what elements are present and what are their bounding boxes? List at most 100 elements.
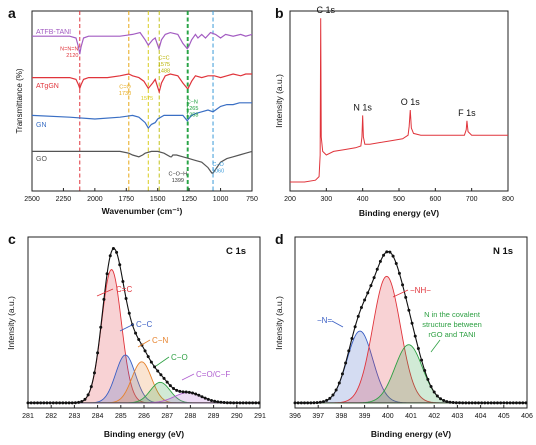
c-data-point-171 bbox=[206, 397, 210, 401]
b-peak-label-c-1s: C 1s bbox=[316, 5, 335, 15]
d-data-point-159 bbox=[461, 401, 465, 405]
d-xtick-label-0: 396 bbox=[289, 413, 301, 420]
a-annotation-1-0: C=O bbox=[119, 84, 131, 90]
d-data-point-33 bbox=[328, 396, 332, 400]
leader-covalent bbox=[430, 339, 441, 353]
c-data-point-123 bbox=[156, 369, 160, 373]
c-data-point-69 bbox=[99, 325, 103, 329]
peak-label-c-n: C−N bbox=[152, 336, 168, 345]
c-data-point-105 bbox=[137, 338, 141, 341]
d-data-point-171 bbox=[473, 401, 477, 405]
c-xtick-label-2: 283 bbox=[69, 413, 81, 420]
c-data-point-57 bbox=[86, 393, 90, 397]
c-data-point-39 bbox=[67, 401, 71, 405]
c-data-point-51 bbox=[80, 399, 84, 403]
panel-letter-c: c bbox=[8, 231, 16, 247]
c-data-point-201 bbox=[238, 401, 242, 405]
c-data-point-9 bbox=[35, 401, 39, 405]
c-data-point-15 bbox=[42, 401, 46, 405]
d-data-point-6 bbox=[299, 401, 303, 405]
d-data-point-165 bbox=[467, 401, 471, 405]
c-data-point-54 bbox=[83, 397, 87, 401]
d-data-point-129 bbox=[429, 385, 433, 389]
series-label-atfb-tani: ATFB-TANI bbox=[36, 29, 71, 36]
leader-n-eq bbox=[331, 320, 344, 328]
c-data-point-84 bbox=[115, 250, 119, 254]
d-data-point-153 bbox=[454, 401, 458, 405]
d-xtick-label-5: 401 bbox=[405, 413, 417, 420]
c-data-point-30 bbox=[58, 401, 62, 405]
peak-label-c=o-c-f: C=O/C−F bbox=[196, 370, 230, 379]
panel-a-ylabel: Transmittance (%) bbox=[15, 68, 24, 133]
panel-b-xps-survey: 200 300 400 500 600 700 800 C 1s N 1s O 1s F 1s I… bbox=[274, 5, 514, 218]
c-data-point-168 bbox=[203, 396, 207, 400]
d-data-point-135 bbox=[435, 394, 439, 398]
c-xtick-label-1: 282 bbox=[45, 413, 57, 420]
c-xtick-label-6: 287 bbox=[161, 413, 173, 420]
panel-d-xlabel: Binding energy (eV) bbox=[371, 429, 451, 439]
c-xtick-label-4: 285 bbox=[115, 413, 127, 420]
d-data-point-36 bbox=[331, 393, 335, 397]
c-peak-c-n bbox=[28, 361, 260, 404]
d-xtick-label-6: 402 bbox=[428, 413, 440, 420]
c-xtick-label-0: 281 bbox=[22, 413, 34, 420]
leader-c=c bbox=[96, 288, 114, 297]
d-data-point-207 bbox=[511, 401, 515, 405]
panel-d-title: N 1s bbox=[493, 246, 513, 257]
d-data-point-18 bbox=[312, 401, 316, 405]
d-data-point-96 bbox=[394, 262, 398, 266]
peak-label-c-o: C−O bbox=[171, 353, 188, 362]
d-xtick-label-7: 403 bbox=[452, 413, 464, 420]
d-data-point-132 bbox=[432, 390, 436, 394]
c-data-point-45 bbox=[73, 401, 77, 405]
d-data-point-189 bbox=[492, 401, 496, 405]
d-data-point-66 bbox=[363, 298, 367, 302]
c-data-point-195 bbox=[232, 401, 236, 405]
b-xtick-label-5: 700 bbox=[466, 196, 478, 203]
c-data-point-192 bbox=[228, 401, 232, 405]
d-data-point-198 bbox=[502, 401, 506, 405]
panel-a-xlabel: Wavenumber (cm⁻¹) bbox=[102, 206, 183, 216]
d-data-point-213 bbox=[518, 401, 522, 405]
c-data-point-138 bbox=[172, 387, 176, 390]
a-series-gn bbox=[31, 102, 252, 130]
d-data-point-54 bbox=[350, 336, 354, 340]
d-data-point-102 bbox=[401, 283, 405, 287]
d-data-point-12 bbox=[306, 401, 310, 405]
panel-a-ftir: 2500 2250 2000 1750 1500 1250 1000 750 N=N=N212… bbox=[15, 10, 258, 216]
c-data-point-0 bbox=[26, 401, 30, 405]
d-data-point-141 bbox=[442, 399, 446, 403]
c-data-point-126 bbox=[159, 373, 163, 377]
d-xtick-label-3: 399 bbox=[359, 413, 371, 420]
c-data-point-24 bbox=[51, 401, 55, 405]
c-data-point-75 bbox=[105, 272, 109, 276]
d-data-point-210 bbox=[514, 401, 518, 405]
a-xtick-label-5: 1250 bbox=[181, 196, 197, 203]
panel-c-title: C 1s bbox=[226, 246, 246, 257]
d-data-point-63 bbox=[359, 306, 363, 310]
c-data-point-162 bbox=[197, 393, 201, 397]
leader-nh bbox=[392, 289, 409, 298]
c-data-point-135 bbox=[168, 384, 172, 388]
a-xtick-label-1: 2250 bbox=[56, 196, 72, 203]
series-label-atggn: ATgGN bbox=[36, 83, 59, 90]
d-data-point-24 bbox=[318, 400, 322, 404]
d-data-point-81 bbox=[378, 259, 382, 263]
c-xtick-label-10: 291 bbox=[254, 413, 266, 420]
peak-label-nh: −NH− bbox=[410, 286, 431, 295]
leader-c-c bbox=[119, 323, 135, 332]
panel-c-ylabel: Intensity (a.u.) bbox=[6, 296, 16, 350]
series-label-go: GO bbox=[36, 156, 47, 163]
panel-d-xps-n1s: 396 397 398 399 400 401 402 403 404 405 406 N 1s −… bbox=[274, 236, 533, 439]
c-data-point-27 bbox=[54, 401, 58, 405]
c-data-point-18 bbox=[45, 401, 49, 405]
d-data-point-108 bbox=[407, 308, 411, 312]
c-data-point-153 bbox=[187, 390, 191, 394]
panel-b-xlabel: Binding energy (eV) bbox=[359, 208, 439, 218]
a-series-atfb-tani bbox=[32, 31, 253, 55]
d-data-point-75 bbox=[372, 276, 376, 280]
b-xtick-label-4: 600 bbox=[429, 196, 441, 203]
a-series-go bbox=[32, 150, 253, 174]
c-data-point-183 bbox=[219, 400, 223, 404]
